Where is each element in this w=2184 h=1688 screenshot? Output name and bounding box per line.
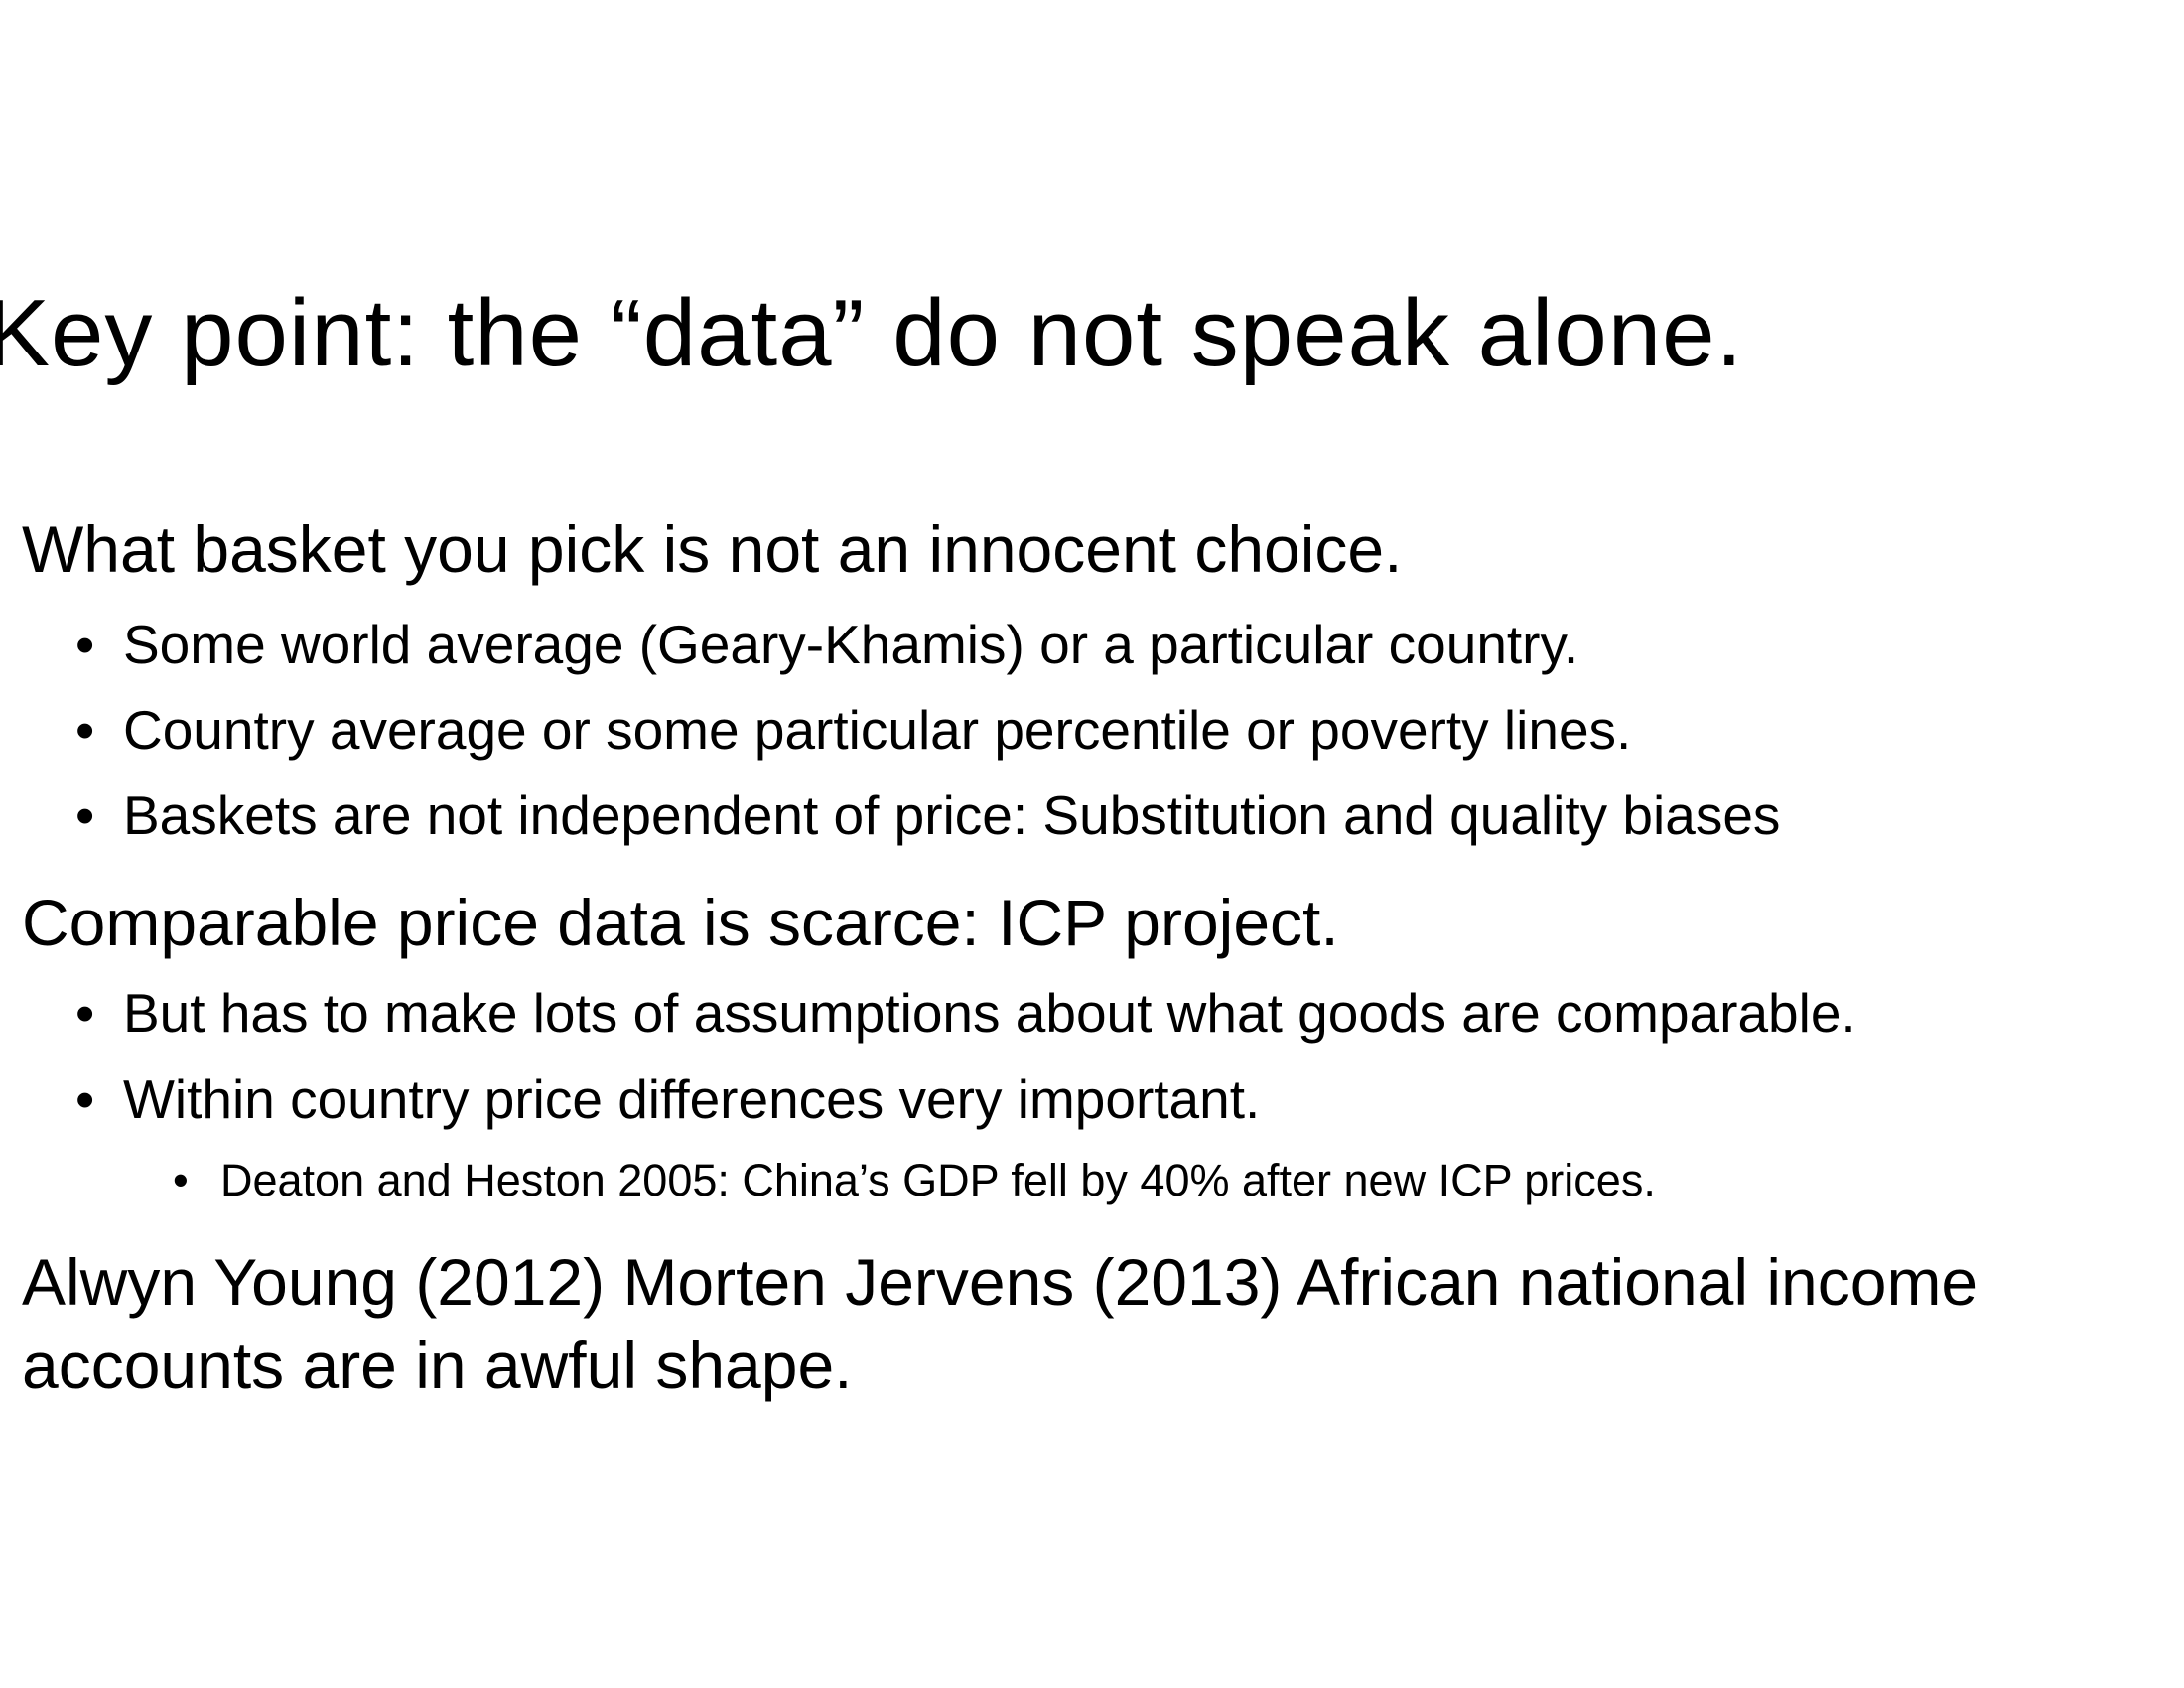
sub-point-text: But has to make lots of assumptions abou… — [123, 982, 1856, 1044]
point-national-accounts-line-2: accounts are in awful shape. — [22, 1329, 853, 1402]
point-basket-choice: What basket you pick is not an innocent … — [22, 512, 1403, 586]
sub-point: • Country average or some particular perc… — [75, 695, 1631, 765]
sub-point: • Some world average (Geary-Khamis) or a … — [75, 610, 1578, 679]
bullet-icon: • — [75, 1068, 95, 1130]
bullet-icon: • — [75, 614, 95, 675]
sub-point: • But has to make lots of assumptions abo… — [75, 978, 1856, 1048]
sub-sub-point: • Deaton and Heston 2005: China’s GDP fel… — [173, 1152, 1656, 1209]
sub-point-text: Some world average (Geary-Khamis) or a p… — [123, 614, 1579, 675]
bullet-icon: • — [75, 982, 95, 1044]
slide-title: Key point: the “data” do not speak alone… — [0, 280, 1744, 386]
bullet-icon: • — [75, 699, 95, 761]
point-price-data: Comparable price data is scarce: ICP pro… — [22, 886, 1339, 959]
sub-point: • Baskets are not independent of price: S… — [75, 780, 1780, 850]
bullet-icon: • — [75, 784, 95, 846]
bullet-icon: • — [173, 1155, 189, 1205]
sub-point: • Within country price differences very i… — [75, 1064, 1260, 1134]
sub-point-text: Within country price differences very im… — [123, 1068, 1261, 1130]
sub-point-text: Country average or some particular perce… — [123, 699, 1632, 761]
sub-point-text: Baskets are not independent of price: Su… — [123, 784, 1781, 846]
sub-sub-point-text: Deaton and Heston 2005: China’s GDP fell… — [220, 1155, 1656, 1205]
point-national-accounts-line-1: Alwyn Young (2012) Morten Jervens (2013)… — [22, 1245, 1979, 1319]
